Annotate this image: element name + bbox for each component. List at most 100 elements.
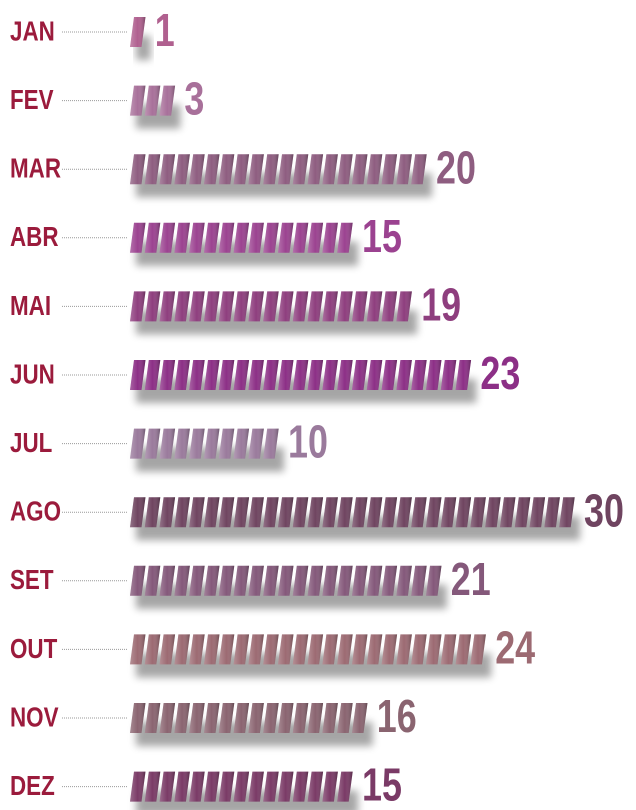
bar [130,154,432,198]
tile-shade [248,222,264,253]
category-label: JAN [10,16,55,47]
bar [130,85,181,129]
tile-shade [144,703,161,733]
tile-shade [366,360,383,390]
tile-shade [189,771,205,802]
tile-shade [337,565,353,596]
tile-shade [263,428,279,459]
tile-shade [144,497,161,528]
tile-shade [337,703,353,733]
tile-shade [263,703,279,733]
tile-shade [352,291,368,322]
tile-shade [292,565,309,596]
tile-shade [366,565,383,596]
tile-shade [144,85,161,116]
tile-shade [174,634,190,665]
tile-shade [337,222,353,253]
category-label: ABR [10,222,59,253]
tile-shade [130,703,146,733]
tile-shade [130,291,146,322]
tile-shade [485,497,501,528]
tile-shade [233,154,250,185]
tile-shade [159,634,176,665]
value-label: 23 [480,348,520,399]
tile-shade [233,222,250,253]
tile-shade [292,634,309,665]
tile-shade [144,222,161,253]
tile-shade [440,634,457,665]
tile-shade [218,428,235,459]
tile-shade [292,360,309,390]
tile-shade [144,154,161,185]
tile-shade [278,154,294,185]
tile-shade [174,565,190,596]
tile-shade [263,565,279,596]
tile-shade [218,222,235,253]
tile-shade [292,771,309,802]
tile-shade [159,222,176,253]
tile-shade [411,634,427,665]
tile-shade [130,634,146,665]
tile-shade [307,154,324,185]
tile-shade [248,634,264,665]
tile-shade [174,222,190,253]
tile-shade [189,703,205,733]
bar-shadow [136,584,447,609]
bar-shadow [136,379,477,403]
tile-shade [218,360,235,390]
tile-shade [233,703,250,733]
tile-shade [159,291,176,322]
tile-shade [174,154,190,185]
tile-shade [307,634,324,665]
tile-shade [189,497,205,528]
category-label: OUT [10,634,58,665]
tile-shade [248,565,264,596]
tile-shade [144,771,161,802]
tile-shade [381,634,398,665]
tile-shade [130,154,146,185]
bar [130,291,418,335]
tile-shade [233,634,250,665]
tile-shade [366,291,383,322]
value-label: 19 [421,279,461,330]
tile-shade [411,360,427,390]
tile-shade [130,17,146,47]
tile-shade [263,291,279,322]
tile-shade [159,154,176,185]
tile-shade [292,222,309,253]
category-label: MAR [10,153,61,184]
tile-shade [292,154,309,185]
tile-shade [159,703,176,733]
tile-shade [174,703,190,733]
bar [130,634,492,678]
tile-shade [204,360,220,390]
tile-shade [366,634,383,665]
tile-shade [396,154,412,185]
bar [130,360,477,403]
tile-shade [426,360,442,390]
tile-shade [189,565,205,596]
tile-shade [307,222,324,253]
tile-shade [322,360,338,390]
tile-shade [426,565,442,596]
tile-shade [189,291,205,322]
tile-shade [204,497,220,528]
tile-shade [322,703,338,733]
tile-shade [204,703,220,733]
tile-shade [381,497,398,528]
tile-shade [263,222,279,253]
tile-shade [322,154,338,185]
tile-shade [514,497,531,528]
tile-shade [144,565,161,596]
tile-shade [189,634,205,665]
value-label: 3 [184,73,204,124]
value-label: 15 [362,211,402,262]
tile-shade [307,497,324,528]
tile-shade [233,291,250,322]
tile-shade [352,634,368,665]
tile-shade [352,565,368,596]
value-label: 30 [584,485,624,536]
tile-shade [337,154,353,185]
category-label: SET [10,565,54,596]
tile-shade [396,565,412,596]
